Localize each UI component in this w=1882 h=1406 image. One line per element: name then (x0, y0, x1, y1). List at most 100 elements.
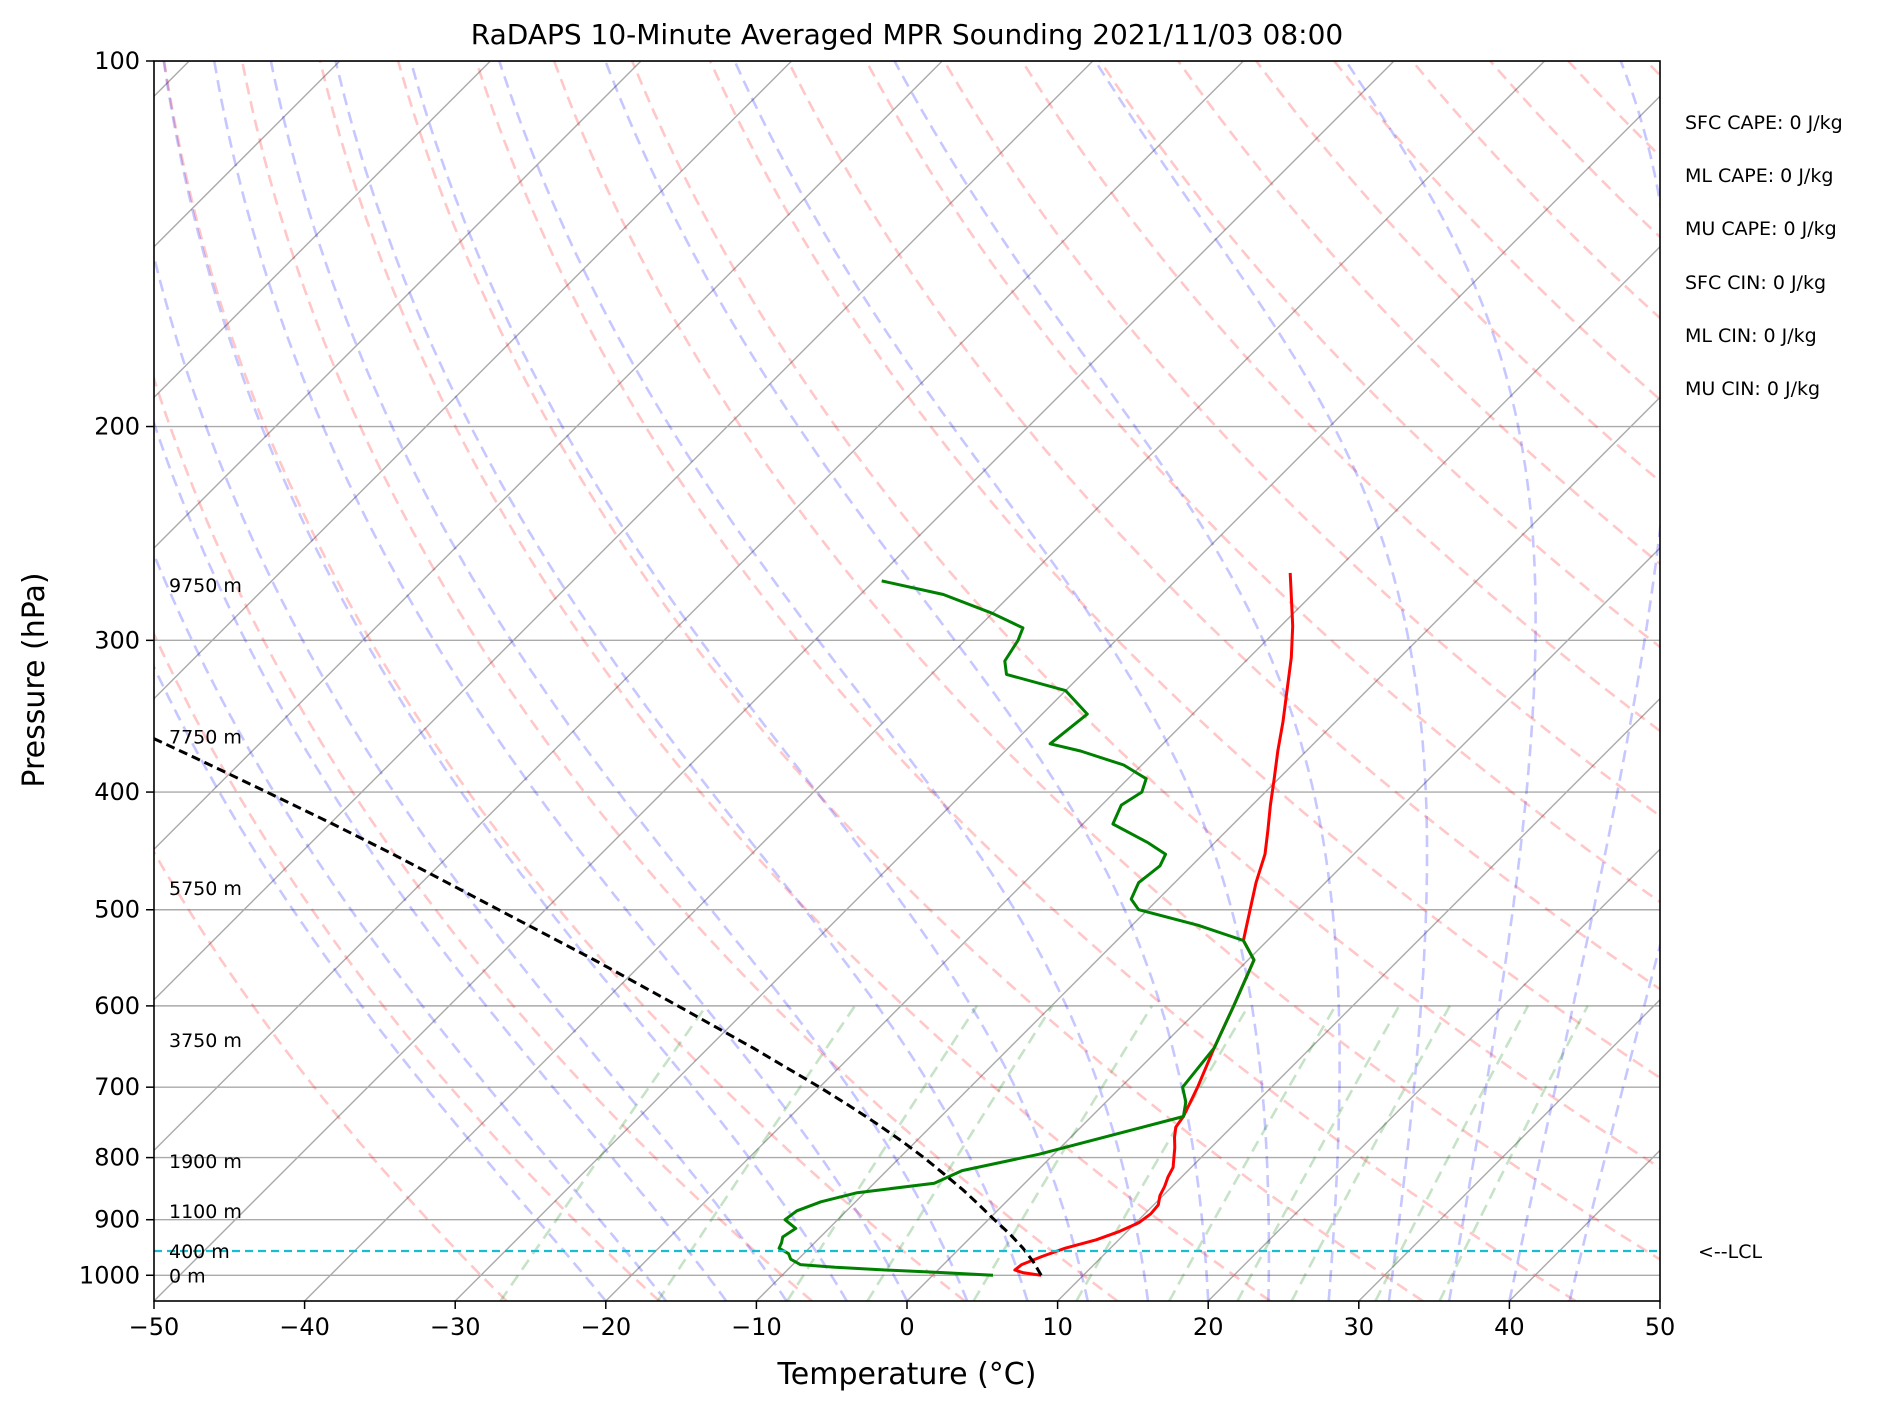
mixing-ratio-line (1374, 1005, 1530, 1301)
x-tick-label: 40 (1494, 1313, 1525, 1341)
y-tick-label: 600 (94, 992, 140, 1020)
y-tick-label: 900 (94, 1206, 140, 1234)
isotherm-line (755, 396, 1660, 1301)
height-label: 1100 m (169, 1201, 242, 1223)
height-label: 5750 m (169, 878, 242, 900)
isotherm-line (154, 61, 1094, 1001)
isotherm-line (605, 245, 1660, 1301)
lcl-label: <--LCL (1698, 1241, 1762, 1263)
y-tick-label: 1000 (79, 1261, 140, 1289)
dry-adiabat (318, 61, 1271, 1301)
moist-adiabat (893, 61, 1341, 1301)
y-tick-label: 700 (94, 1073, 140, 1101)
x-tick-label: −40 (279, 1313, 330, 1341)
dry-adiabat (1099, 61, 1660, 649)
y-tick-label: 100 (94, 47, 140, 75)
height-label: 7750 m (169, 727, 242, 749)
y-tick-label: 500 (94, 896, 140, 924)
x-tick-label: 10 (1042, 1313, 1073, 1341)
y-tick-label: 400 (94, 778, 140, 806)
sfc-cin-label: SFC CIN: 0 J/kg (1685, 272, 1826, 294)
parcel-profile (154, 737, 1043, 1277)
chart-title: RaDAPS 10-Minute Averaged MPR Sounding 2… (471, 18, 1343, 51)
isotherm-line (1508, 1149, 1660, 1301)
isotherm-line (1358, 998, 1660, 1301)
mixing-ratio-line (866, 1005, 1054, 1301)
moist-adiabat (154, 419, 728, 1301)
isotherm-line (154, 61, 1395, 1301)
moist-adiabat (498, 61, 1150, 1301)
x-tick-label: 30 (1344, 1313, 1375, 1341)
isotherm-line (154, 61, 1244, 1152)
dry-adiabat (552, 61, 1660, 1261)
dry-adiabat (154, 849, 508, 1301)
x-tick-label: −20 (580, 1313, 631, 1341)
height-label: 1900 m (169, 1151, 242, 1173)
background-grid (154, 61, 1882, 1301)
ml-cin-label: ML CIN: 0 J/kg (1685, 325, 1817, 347)
isotherm-line (906, 547, 1660, 1301)
isotherm-line (1057, 697, 1660, 1301)
mixing-ratio-line (1236, 1005, 1401, 1301)
mixing-ratio-line (1438, 1005, 1589, 1301)
profile-layer (154, 572, 1295, 1277)
dry-adiabat (1177, 61, 1660, 566)
x-tick-label: 0 (899, 1313, 914, 1341)
x-axis-label: Temperature (°C) (777, 1357, 1037, 1392)
moist-adiabat (1568, 940, 1660, 1301)
moist-adiabat (154, 664, 607, 1301)
temperature-profile (1013, 572, 1295, 1277)
dry-adiabat (154, 374, 813, 1301)
isotherm-line (1207, 848, 1660, 1301)
indices-panel: SFC CAPE: 0 J/kg ML CAPE: 0 J/kg MU CAPE… (1685, 112, 1843, 400)
height-label: 400 m (169, 1241, 230, 1263)
dry-adiabat (154, 631, 661, 1301)
sfc-cape-label: SFC CAPE: 0 J/kg (1685, 112, 1843, 134)
moist-adiabat (1344, 61, 1537, 1301)
dry-adiabat (1021, 61, 1660, 733)
moist-adiabat (1094, 61, 1429, 1301)
dry-adiabat (630, 61, 1660, 1170)
mixing-ratio-line (1290, 1005, 1451, 1301)
moist-adiabat (1508, 61, 1660, 1301)
isotherm-line (304, 61, 1546, 1301)
dry-adiabat (786, 61, 1660, 991)
moist-adiabat (269, 61, 969, 1301)
x-tick-label: 50 (1645, 1313, 1676, 1341)
axis-ticks: −50 −40 −30 −20 −10 0 10 20 30 40 50 100 200 300 400 50… (79, 47, 1675, 1341)
mixing-ratio-line (786, 1005, 978, 1301)
dry-adiabat (1645, 61, 1660, 78)
mixing-ratio-line (499, 1005, 708, 1301)
moist-adiabat (212, 61, 909, 1301)
moist-adiabat (162, 61, 848, 1301)
x-tick-label: −50 (129, 1313, 180, 1341)
mixing-ratio-line (1168, 1005, 1337, 1301)
dry-adiabat (396, 61, 1424, 1301)
dry-adiabat (1411, 61, 1660, 320)
height-label: 3750 m (169, 1030, 242, 1052)
isotherm-line (154, 61, 491, 399)
isotherm-line (154, 61, 642, 549)
mu-cin-label: MU CIN: 0 J/kg (1685, 378, 1820, 400)
x-tick-label: 20 (1193, 1313, 1224, 1341)
moist-adiabat (733, 61, 1271, 1301)
dry-adiabat (708, 61, 1660, 1080)
y-axis-label: Pressure (hPa) (17, 572, 52, 787)
height-label: 9750 m (169, 575, 242, 597)
x-tick-label: −10 (731, 1313, 782, 1341)
isotherm-line (154, 61, 793, 700)
y-tick-label: 800 (94, 1144, 140, 1172)
mixing-ratio-line (656, 1005, 856, 1301)
dry-adiabat (1333, 61, 1660, 402)
ml-cape-label: ML CAPE: 0 J/kg (1685, 165, 1833, 187)
y-tick-label: 200 (94, 413, 140, 441)
x-tick-label: −30 (430, 1313, 481, 1341)
isotherm-line (1659, 1300, 1660, 1301)
y-tick-label: 300 (94, 626, 140, 654)
dry-adiabat (1724, 61, 1882, 1301)
dry-adiabat (474, 61, 1577, 1301)
height-label: 0 m (169, 1265, 206, 1287)
